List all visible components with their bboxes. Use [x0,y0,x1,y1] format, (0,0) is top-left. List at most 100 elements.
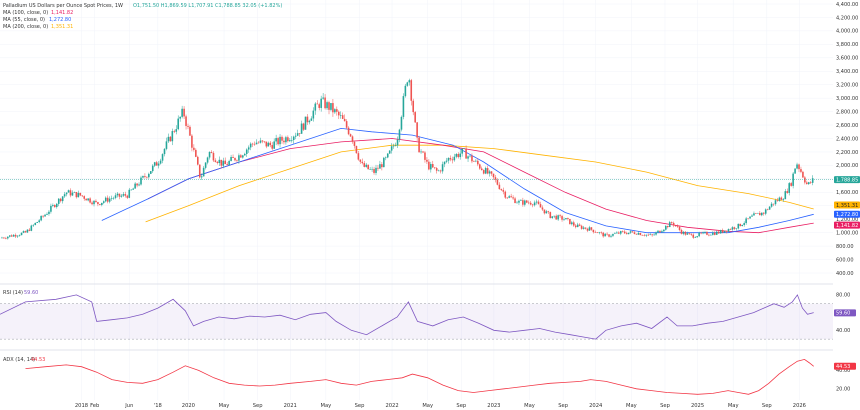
candle-body [204,162,207,168]
x-tick-label: Sep [558,403,568,409]
x-tick-label: Sep [253,403,263,409]
candle-body [557,215,559,220]
ma55-legend-label: MA (55, close, 0) [3,17,45,23]
candle-body [238,155,240,161]
candle-body [292,136,295,141]
grid-lines [0,0,833,400]
candle-body [418,137,420,153]
candle-body [373,168,375,173]
x-tick-label: May [728,403,739,409]
candle-body [126,195,129,198]
candle-body [16,235,19,237]
candle-body [424,152,426,160]
candle-body [494,177,497,180]
candle-body [402,96,405,117]
candle-body [44,214,46,217]
candle-body [463,148,465,150]
candle-body [191,135,193,148]
candle-body [228,160,230,165]
rsi-legend-value: 59.60 [24,290,38,296]
candle-body [371,168,373,170]
candle-body [75,192,78,198]
candle-body [449,157,452,160]
candle-body [375,167,377,173]
candle-body [471,155,473,162]
candle-body [802,171,804,178]
candle-body [138,184,140,186]
candle-body [332,103,334,113]
candle-body [569,218,571,225]
candle-body [433,167,436,169]
candle-body [806,182,808,185]
candle-body [694,237,697,238]
candle-body [324,97,326,109]
candle-body [404,85,407,97]
candle-body [179,116,181,119]
candle-body [571,222,573,225]
x-tick-label: 2025 [691,403,704,409]
price-tick-label: 2,800.00 [836,109,858,115]
candle-body [782,199,785,200]
candle-body [751,215,753,217]
candle-body [712,232,714,235]
candle-body [289,140,291,142]
candle-body [330,103,332,110]
candle-body [655,232,657,235]
candle-body [559,215,561,217]
adx-badge-text: 44.53 [836,364,850,370]
candle-body [195,149,197,157]
candle-body [116,193,119,196]
price-tick-label: 2,600.00 [836,123,858,129]
candle-body [731,227,734,230]
candle-body [108,198,111,202]
candle-body [83,196,86,199]
candle-body [336,109,338,112]
candle-body [245,149,248,154]
candle-body [670,222,673,223]
candle-body [271,145,274,149]
x-tick-label: Jun [124,403,133,409]
candle-body [676,226,679,227]
price-tick-label: 2,000.00 [836,163,858,169]
candle-body [431,164,434,168]
candle-body [700,232,702,234]
candle-body [8,235,11,237]
candle-body [334,109,336,113]
candle-body [547,211,550,213]
ma100-badge: 1,141.82 [834,221,860,229]
candle-body [578,224,581,226]
x-tick-label: 2022 [385,403,398,409]
candle-body [514,198,516,204]
candle-body [527,202,530,204]
ma55-badge: 1,272.80 [834,210,860,218]
x-tick-label: May [626,403,637,409]
price-tick-label: 4,200.00 [836,15,858,21]
candle-body [277,138,279,145]
candle-body [430,164,432,170]
candle-body [688,233,691,234]
candle-body [28,229,31,231]
candle-body [770,203,773,207]
candle-body [420,151,422,153]
candle-body [473,161,475,162]
candle-body [326,102,328,109]
price-badge: 1,788.85 [834,176,860,183]
candle-body [38,220,40,223]
candle-body [59,198,62,202]
candle-body [445,160,448,162]
candle-body [220,159,223,166]
candle-body [306,116,309,123]
candle-body [265,141,268,147]
candle-body [359,159,362,162]
candle-body [604,233,606,237]
candle-body [576,224,579,228]
candle-body [643,235,646,236]
candle-body [361,161,364,164]
candle-body [776,200,779,201]
adx-legend-value: 44.53 [31,357,45,363]
candle-body [251,143,254,145]
candle-body [165,141,168,149]
candle-body [551,216,554,219]
candle-body [200,176,203,178]
